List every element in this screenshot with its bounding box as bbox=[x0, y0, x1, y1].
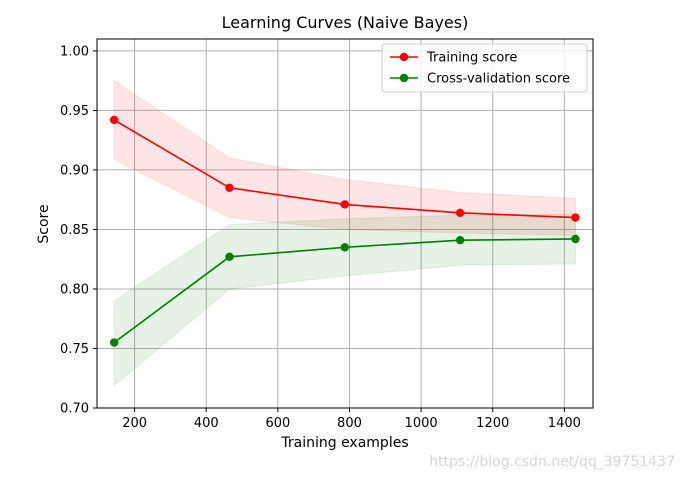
y-axis-label: Score bbox=[36, 204, 52, 243]
confidence-bands bbox=[113, 79, 576, 387]
x-axis-ticks: 200 400 600 800 1000 1200 1400 bbox=[122, 408, 581, 431]
confidence-band-0 bbox=[113, 79, 576, 236]
legend-marker-0 bbox=[399, 52, 409, 62]
series-points bbox=[109, 115, 580, 347]
data-point bbox=[109, 338, 119, 347]
y-tick-label: 0.80 bbox=[60, 282, 89, 297]
chart-title: Learning Curves (Naive Bayes) bbox=[222, 13, 469, 32]
x-axis-label: Training examples bbox=[280, 435, 408, 451]
y-tick-label: 0.95 bbox=[60, 104, 89, 119]
x-tick-label: 600 bbox=[265, 416, 290, 431]
data-point bbox=[340, 200, 350, 209]
y-tick-label: 1.00 bbox=[60, 44, 89, 59]
legend-label-0: Training score bbox=[426, 51, 517, 66]
y-tick-label: 0.70 bbox=[60, 402, 89, 417]
legend: Training score Cross-validation score bbox=[381, 43, 588, 93]
data-point bbox=[109, 115, 119, 125]
legend-label-1: Cross-validation score bbox=[427, 72, 570, 87]
x-tick-label: 200 bbox=[122, 416, 147, 431]
y-axis-ticks: 0.70 0.75 0.80 0.85 0.90 0.95 1.00 bbox=[60, 44, 97, 417]
data-point bbox=[225, 183, 234, 192]
plot-frame bbox=[96, 38, 594, 409]
watermark-text: https://blog.csdn.net/qq_39751437 bbox=[429, 454, 675, 470]
y-tick-label: 0.75 bbox=[60, 342, 89, 357]
data-point bbox=[225, 252, 234, 262]
data-point bbox=[571, 213, 580, 222]
legend-marker-1 bbox=[399, 73, 409, 83]
data-point bbox=[571, 234, 580, 244]
data-point bbox=[455, 208, 465, 217]
y-tick-label: 0.90 bbox=[60, 163, 89, 178]
legend-box bbox=[381, 43, 588, 93]
data-point bbox=[455, 235, 465, 245]
x-tick-label: 1200 bbox=[476, 416, 509, 431]
data-point bbox=[340, 243, 350, 252]
x-tick-label: 800 bbox=[337, 416, 362, 431]
y-tick-label: 0.85 bbox=[60, 223, 89, 238]
x-tick-label: 1400 bbox=[548, 416, 581, 431]
x-tick-label: 400 bbox=[194, 416, 219, 431]
x-tick-label: 1000 bbox=[405, 416, 438, 431]
